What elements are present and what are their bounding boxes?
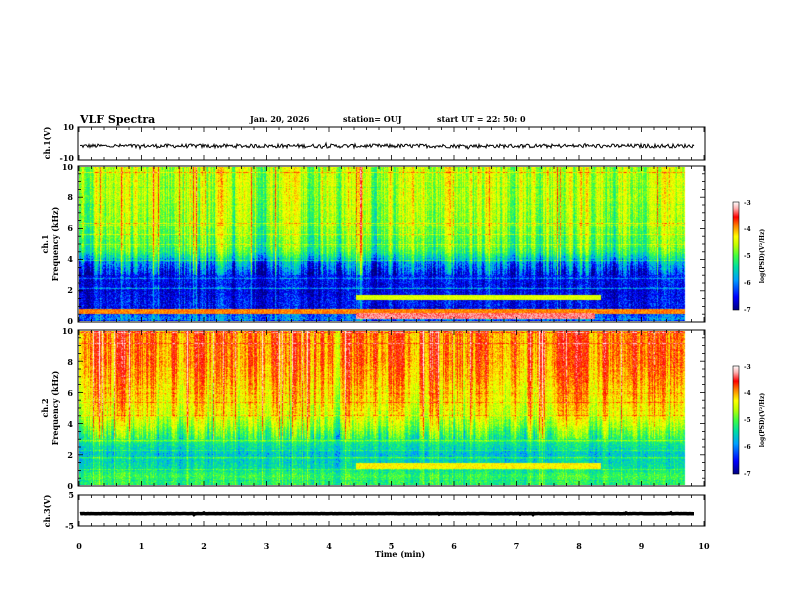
ch1-freq-tick-2: 2 <box>67 285 73 295</box>
ch2-freq-tick-10: 10 <box>62 326 74 336</box>
header-start-time: start UT = 22: 50: 0 <box>437 114 526 124</box>
ch1-waveform-trace <box>79 141 695 151</box>
ch2-freq-tick-4: 4 <box>67 419 73 429</box>
ch1-colorbar-tick-neg3: -3 <box>744 200 751 207</box>
ch2-colorbar-tick-neg7: -7 <box>744 471 751 478</box>
ch1-spectrogram-ylabel-frequency: Frequency (kHz) <box>50 206 60 281</box>
ch1-freq-tick-6: 6 <box>67 223 73 233</box>
ch1-colorbar-tick-neg4: -4 <box>744 226 751 233</box>
ch1-freq-tick-10: 10 <box>62 162 74 172</box>
ch3-ytick-5: 5 <box>68 490 74 500</box>
ch1-spectrogram-ylabel-channel: ch.1 <box>40 234 50 253</box>
time-axis-ticks <box>78 127 705 526</box>
time-axis-labels: 0 1 2 3 4 5 6 7 8 9 10 <box>76 541 710 551</box>
time-tick-label: 9 <box>639 541 645 551</box>
ch2-freq-tick-6: 6 <box>67 388 73 398</box>
ch3-waveform-ylabel: ch.3(V) <box>42 494 52 527</box>
ch1-ytick-10: 10 <box>63 122 75 132</box>
ch1-colorbar-label: log(PSD)(V²/Hz) <box>759 229 766 284</box>
ch2-spectrogram-image <box>79 331 693 485</box>
ch2-freq-tick-0: 0 <box>67 481 73 491</box>
ch1-colorbar <box>732 201 740 311</box>
time-tick-label: 2 <box>201 541 207 551</box>
time-tick-label: 8 <box>576 541 582 551</box>
header-date: Jan. 20, 2026 <box>249 114 310 124</box>
ch1-freq-tick-0: 0 <box>67 316 73 326</box>
ch1-waveform-ylabel: ch.1(V) <box>42 126 52 159</box>
ch2-spectrogram-ylabel-frequency: Frequency (kHz) <box>50 370 60 445</box>
ch1-colorbar-tick-neg7: -7 <box>744 307 751 314</box>
ch1-spectrogram-image <box>79 167 693 321</box>
ch1-colorbar-tick-neg5: -5 <box>744 253 751 260</box>
ch2-colorbar-label: log(PSD)(V²/Hz) <box>759 393 766 448</box>
ch2-spectrogram-ylabel-channel: ch.2 <box>40 398 50 417</box>
ch2-colorbar-tick-neg3: -3 <box>744 364 751 371</box>
time-tick-label: 1 <box>139 541 145 551</box>
ch2-spectrogram-panel: 0 2 4 6 8 10 ch.2 Frequency (kHz) -3 -4 … <box>40 326 766 491</box>
time-tick-label: 5 <box>389 541 395 551</box>
header-station: station= OUJ <box>343 114 402 124</box>
time-tick-label: 4 <box>326 541 332 551</box>
time-tick-label: 0 <box>76 541 82 551</box>
ch1-freq-tick-4: 4 <box>67 254 73 264</box>
ch2-freq-tick-2: 2 <box>67 450 73 460</box>
time-axis-label: Time (min) <box>375 549 425 559</box>
figure-title: VLF Spectra <box>79 113 155 126</box>
time-tick-label: 6 <box>451 541 457 551</box>
ch2-colorbar-tick-neg6: -6 <box>744 444 751 451</box>
ch3-ytick-neg5: -5 <box>65 521 74 531</box>
ch2-freq-tick-8: 8 <box>67 357 73 367</box>
ch2-colorbar <box>732 365 740 475</box>
ch2-colorbar-tick-neg5: -5 <box>744 417 751 424</box>
time-tick-label: 3 <box>264 541 270 551</box>
ch1-colorbar-tick-neg6: -6 <box>744 280 751 287</box>
ch1-freq-tick-8: 8 <box>67 192 73 202</box>
ch1-ytick-neg10: -10 <box>60 153 75 163</box>
ch3-waveform-trace <box>79 510 694 517</box>
time-tick-label: 7 <box>514 541 520 551</box>
time-tick-label: 10 <box>698 541 710 551</box>
ch2-colorbar-tick-neg4: -4 <box>744 390 751 397</box>
ch1-spectrogram-panel: 0 2 4 6 8 10 ch.1 Frequency (kHz) -3 -4 … <box>40 162 766 326</box>
